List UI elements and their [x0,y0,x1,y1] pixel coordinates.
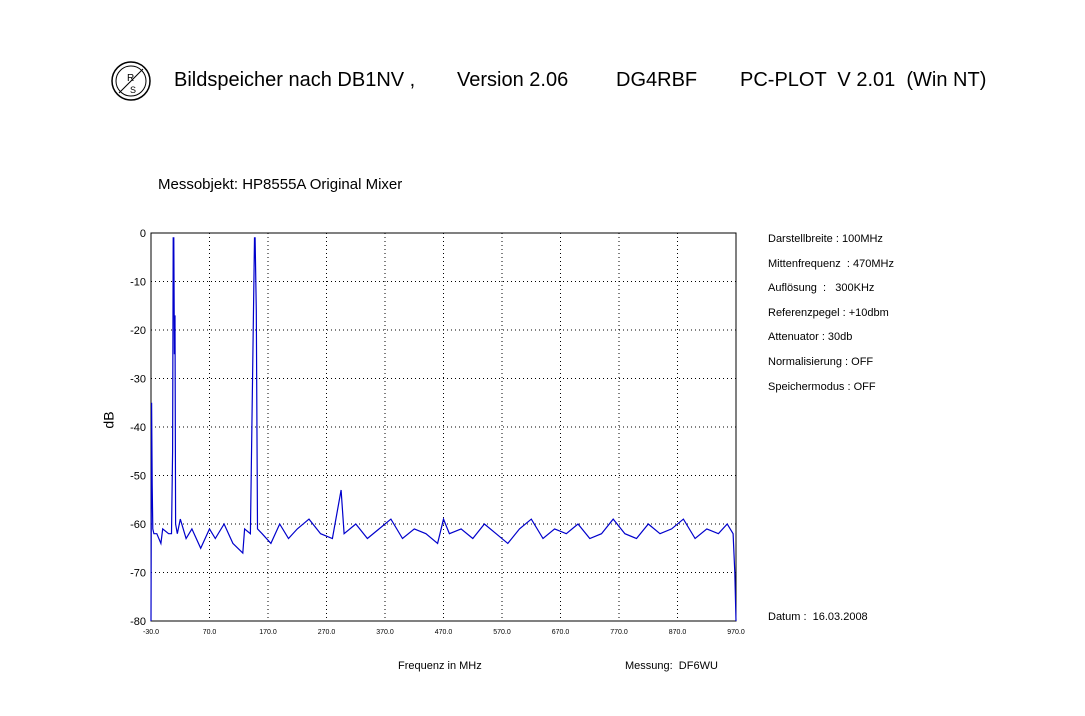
y-tick-label: -30 [130,374,146,386]
x-tick-label: 470.0 [435,629,453,636]
x-tick-label: 670.0 [552,629,570,636]
rohde-schwarz-logo: R S [111,61,151,101]
setting-line: Referenzpegel : +10dbm [768,306,889,319]
svg-text:R: R [127,73,134,84]
chart-subtitle: Messobjekt: HP8555A Original Mixer [158,176,403,193]
setting-line: Speichermodus : OFF [768,380,876,393]
x-tick-label: 70.0 [203,629,217,636]
y-tick-label: -60 [130,519,146,531]
setting-line: Attenuator : 30db [768,331,853,344]
header-program-title: Bildspeicher nach DB1NV , [174,69,416,91]
y-tick-label: -10 [130,277,146,289]
x-tick-label: 170.0 [259,629,277,636]
header-version: Version 2.06 [457,69,569,91]
header-author: DG4RBF [616,69,698,91]
header-pcplot: PC-PLOT V 2.01 (Win NT) [740,69,987,91]
x-tick-label: 870.0 [669,629,687,636]
svg-text:S: S [130,85,136,95]
setting-line: Mittenfrequenz : 470MHz [768,257,894,270]
setting-line: Auflösung : 300KHz [768,282,875,295]
setting-line: Normalisierung : OFF [768,356,874,368]
x-tick-label: 570.0 [493,629,511,636]
x-axis-label: Frequenz in MHz [398,660,482,672]
y-tick-label: -40 [130,422,146,434]
x-tick-label: 770.0 [610,629,628,636]
messung-label: Messung: DF6WU [625,660,718,672]
setting-line: Darstellbreite : 100MHz [768,233,883,245]
y-tick-label: 0 [140,228,146,240]
x-tick-label: 370.0 [376,629,394,636]
datum-label: Datum : 16.03.2008 [768,611,868,623]
y-tick-label: -20 [130,325,146,337]
y-axis-label: dB [100,411,117,429]
x-tick-label: 970.0 [727,629,745,636]
y-tick-label: -70 [130,568,146,580]
spectrum-trace [150,237,737,622]
x-tick-label: -30.0 [143,629,159,636]
y-tick-label: -50 [130,471,146,483]
x-tick-label: 270.0 [318,629,336,636]
y-tick-label: -80 [130,616,146,628]
